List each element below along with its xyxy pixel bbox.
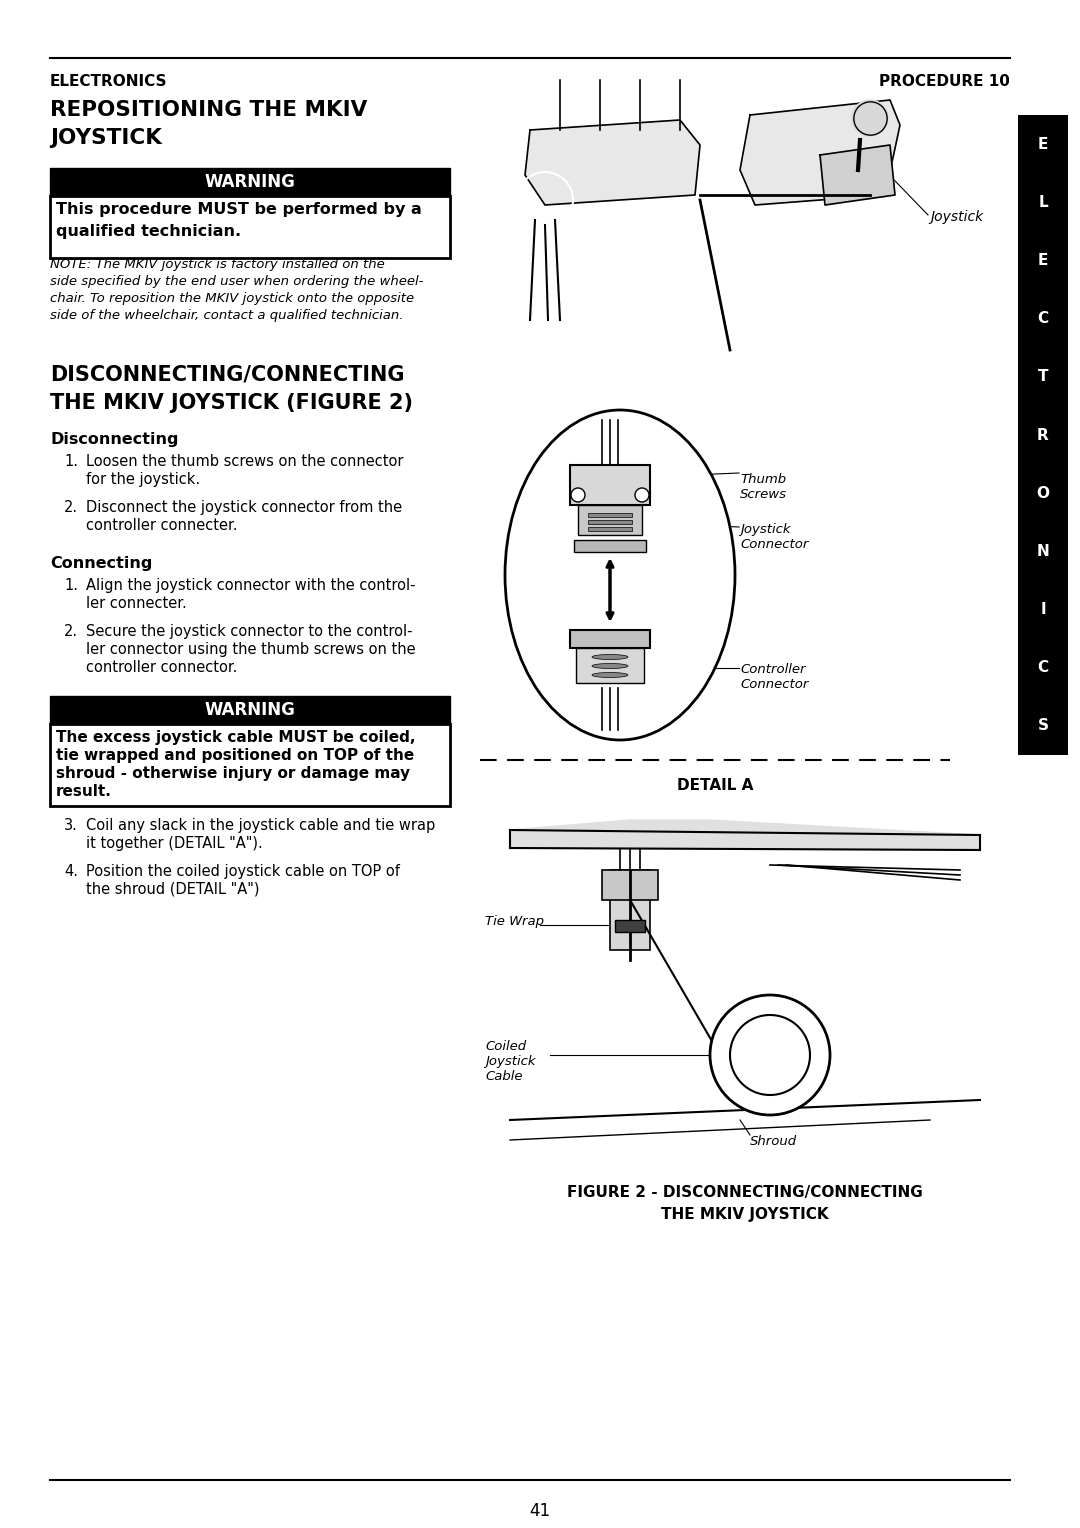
Text: result.: result. xyxy=(56,784,112,799)
Text: THE MKIV JOYSTICK (FIGURE 2): THE MKIV JOYSTICK (FIGURE 2) xyxy=(50,393,413,413)
Text: the shroud (DETAIL "A"): the shroud (DETAIL "A") xyxy=(86,882,259,897)
Text: 4.: 4. xyxy=(64,863,78,879)
Text: ELECTRONICS: ELECTRONICS xyxy=(50,73,167,89)
Bar xyxy=(588,513,632,516)
Text: 1.: 1. xyxy=(64,454,78,469)
Text: Shroud: Shroud xyxy=(750,1135,797,1148)
Circle shape xyxy=(852,99,888,136)
Text: 41: 41 xyxy=(529,1502,551,1520)
Text: ler connector using the thumb screws on the: ler connector using the thumb screws on … xyxy=(86,642,416,657)
Bar xyxy=(578,504,642,535)
Text: N: N xyxy=(1037,544,1050,559)
Bar xyxy=(576,648,644,683)
Bar xyxy=(570,630,650,648)
Text: tie wrapped and positioned on TOP of the: tie wrapped and positioned on TOP of the xyxy=(56,749,415,762)
Text: qualified technician.: qualified technician. xyxy=(56,225,241,238)
Text: WARNING: WARNING xyxy=(204,173,296,191)
Text: shroud - otherwise injury or damage may: shroud - otherwise injury or damage may xyxy=(56,766,410,781)
Text: Secure the joystick connector to the control-: Secure the joystick connector to the con… xyxy=(86,623,413,639)
Bar xyxy=(615,920,645,932)
Text: Joystick: Joystick xyxy=(930,209,983,225)
Text: C: C xyxy=(1038,312,1049,325)
Text: ler connecter.: ler connecter. xyxy=(86,596,187,611)
Text: 2.: 2. xyxy=(64,500,78,515)
Text: Tie Wrap: Tie Wrap xyxy=(485,915,544,927)
Polygon shape xyxy=(740,99,900,205)
Text: side of the wheelchair, contact a qualified technician.: side of the wheelchair, contact a qualif… xyxy=(50,309,404,322)
Text: WARNING: WARNING xyxy=(204,701,296,720)
Bar xyxy=(588,520,632,524)
Polygon shape xyxy=(510,821,980,850)
Text: Position the coiled joystick cable on TOP of: Position the coiled joystick cable on TO… xyxy=(86,863,400,879)
Text: JOYSTICK: JOYSTICK xyxy=(50,128,162,148)
Circle shape xyxy=(730,1015,810,1096)
Text: Disconnecting: Disconnecting xyxy=(50,432,178,448)
Bar xyxy=(602,869,658,900)
Text: The excess joystick cable MUST be coiled,: The excess joystick cable MUST be coiled… xyxy=(56,730,416,746)
Text: PROCEDURE 10: PROCEDURE 10 xyxy=(879,73,1010,89)
Text: O: O xyxy=(1037,486,1050,501)
Bar xyxy=(610,869,650,950)
Polygon shape xyxy=(820,145,895,205)
Text: Coil any slack in the joystick cable and tie wrap: Coil any slack in the joystick cable and… xyxy=(86,817,435,833)
Text: T: T xyxy=(1038,370,1049,385)
Text: it together (DETAIL "A").: it together (DETAIL "A"). xyxy=(86,836,262,851)
Ellipse shape xyxy=(592,663,627,669)
Text: FIGURE 2 - DISCONNECTING/CONNECTING: FIGURE 2 - DISCONNECTING/CONNECTING xyxy=(567,1186,923,1199)
Text: Thumb
Screws: Thumb Screws xyxy=(740,474,787,501)
Circle shape xyxy=(571,487,585,503)
Text: 2.: 2. xyxy=(64,623,78,639)
Text: REPOSITIONING THE MKIV: REPOSITIONING THE MKIV xyxy=(50,99,367,121)
Bar xyxy=(50,196,450,258)
Text: Connecting: Connecting xyxy=(50,556,152,571)
Text: I: I xyxy=(1040,602,1045,617)
Text: NOTE: The MKIV joystick is factory installed on the: NOTE: The MKIV joystick is factory insta… xyxy=(50,258,384,270)
Text: Loosen the thumb screws on the connector: Loosen the thumb screws on the connector xyxy=(86,454,404,469)
Text: 3.: 3. xyxy=(64,817,78,833)
Text: Controller
Connector: Controller Connector xyxy=(740,663,808,691)
Bar xyxy=(50,168,450,196)
Text: side specified by the end user when ordering the wheel-: side specified by the end user when orde… xyxy=(50,275,423,287)
Text: E: E xyxy=(1038,254,1049,267)
Text: controller connector.: controller connector. xyxy=(86,660,238,675)
Bar xyxy=(588,527,632,532)
Text: DISCONNECTING/CONNECTING: DISCONNECTING/CONNECTING xyxy=(50,365,405,385)
Circle shape xyxy=(710,995,831,1115)
Bar xyxy=(573,539,646,552)
Ellipse shape xyxy=(505,410,735,740)
Ellipse shape xyxy=(592,654,627,660)
Text: L: L xyxy=(1038,194,1048,209)
Circle shape xyxy=(635,487,649,503)
Text: THE MKIV JOYSTICK: THE MKIV JOYSTICK xyxy=(661,1207,828,1222)
Text: Disconnect the joystick connector from the: Disconnect the joystick connector from t… xyxy=(86,500,402,515)
Bar xyxy=(570,465,650,504)
Ellipse shape xyxy=(592,672,627,677)
Text: R: R xyxy=(1037,428,1049,443)
Text: 1.: 1. xyxy=(64,578,78,593)
Bar xyxy=(50,724,450,805)
Text: chair. To reposition the MKIV joystick onto the opposite: chair. To reposition the MKIV joystick o… xyxy=(50,292,414,306)
Text: Coiled
Joystick
Cable: Coiled Joystick Cable xyxy=(485,1041,536,1083)
Polygon shape xyxy=(525,121,700,205)
Text: This procedure MUST be performed by a: This procedure MUST be performed by a xyxy=(56,202,422,217)
Text: S: S xyxy=(1038,718,1049,733)
Text: C: C xyxy=(1038,660,1049,675)
Bar xyxy=(50,695,450,724)
Bar xyxy=(1018,115,1068,755)
Text: Joystick
Connector: Joystick Connector xyxy=(740,523,808,552)
Text: controller connecter.: controller connecter. xyxy=(86,518,238,533)
Text: DETAIL A: DETAIL A xyxy=(677,778,753,793)
Text: E: E xyxy=(1038,136,1049,151)
Text: for the joystick.: for the joystick. xyxy=(86,472,200,487)
Text: Align the joystick connector with the control-: Align the joystick connector with the co… xyxy=(86,578,416,593)
